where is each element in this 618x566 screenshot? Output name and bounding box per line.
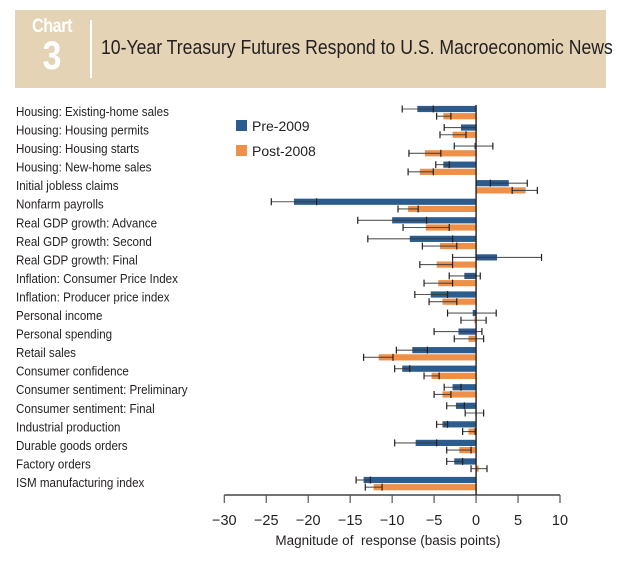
x-tick-label: −10	[380, 513, 405, 529]
category-label: Factory orders	[16, 457, 91, 472]
x-tick-label: −30	[212, 513, 237, 529]
bar-post-2008	[419, 168, 477, 175]
x-tick-label: 5	[514, 513, 522, 529]
category-label: Housing: New-home sales	[16, 160, 151, 175]
bar-pre-2009	[443, 161, 477, 168]
bar-post-2008	[443, 113, 477, 120]
bar-post-2008	[438, 280, 477, 287]
error-bars	[270, 105, 543, 491]
bar-post-2008	[425, 224, 477, 231]
bar-post-2008	[442, 298, 477, 305]
bar-pre-2009	[392, 217, 477, 224]
bar-pre-2009	[415, 439, 477, 446]
bar-post-2008	[378, 354, 477, 361]
category-label: Inflation: Producer price index	[16, 290, 170, 305]
x-axis-title: Magnitude of response (basis points)	[275, 533, 500, 548]
bar-post-2008	[373, 484, 477, 491]
category-label: Real GDP growth: Advance	[16, 216, 157, 231]
bar-post-2008	[476, 187, 526, 194]
bar-pre-2009	[412, 347, 477, 354]
chart-number: 3	[42, 34, 62, 78]
bar-pre-2009	[402, 365, 477, 372]
chart-title: 10-Year Treasury Futures Respond to U.S.…	[101, 36, 613, 59]
x-tick-label: −5	[426, 513, 443, 529]
bar-pre-2009	[293, 198, 477, 205]
bar-pre-2009	[417, 105, 477, 113]
bar-pre-2009	[454, 458, 477, 465]
x-tick-label: −15	[338, 513, 363, 529]
category-label: Real GDP growth: Final	[16, 253, 138, 268]
bar-pre-2009	[452, 384, 477, 391]
bar-post-2008	[424, 150, 477, 157]
bar-pre-2009	[442, 421, 477, 428]
category-label: Housing: Existing-home sales	[16, 104, 169, 119]
x-tick-label: 10	[552, 513, 568, 529]
x-tick-label: 0	[472, 513, 480, 529]
category-label: Consumer confidence	[16, 364, 129, 379]
bar-post-2008	[408, 205, 477, 213]
category-labels: Housing: Existing-home sales Housing: Hou…	[16, 104, 188, 490]
chart-label: Chart	[31, 16, 73, 37]
category-label: Real GDP growth: Second	[16, 234, 152, 249]
legend-label-pre-2009: Pre-2009	[252, 118, 310, 134]
bar-pre-2009	[455, 402, 477, 409]
category-label: Personal income	[16, 308, 103, 323]
bar-pre-2009	[430, 291, 477, 298]
category-label: Inflation: Consumer Price Index	[16, 271, 179, 286]
legend-swatch-post-2008	[236, 145, 247, 156]
category-label: Consumer sentiment: Final	[16, 401, 155, 416]
bar-post-2008	[431, 372, 477, 379]
category-label: Housing: Housing starts	[16, 141, 139, 156]
bar-post-2008	[442, 391, 477, 398]
x-tick-label: −20	[296, 513, 321, 529]
chart-header: Chart 3 10-Year Treasury Futures Respond…	[15, 10, 613, 88]
x-axis: −30 −25 −20 −15 −10 −5 0 5 10 Magnitude of respon…	[212, 105, 568, 548]
category-label: Industrial production	[16, 420, 121, 435]
category-label: Consumer sentiment: Preliminary	[16, 383, 188, 398]
bars	[293, 105, 526, 491]
category-label: Durable goods orders	[16, 438, 128, 453]
category-label: ISM manufacturing index	[16, 475, 145, 490]
legend-label-post-2008: Post-2008	[252, 143, 316, 159]
category-label: Retail sales	[16, 345, 76, 360]
header-divider	[90, 20, 92, 78]
legend-swatch-pre-2009	[236, 120, 247, 131]
category-label: Nonfarm payrolls	[16, 197, 104, 212]
category-label: Personal spending	[16, 327, 112, 342]
bar-post-2008	[436, 261, 477, 268]
bar-pre-2009	[363, 476, 477, 484]
bar-post-2008	[439, 242, 477, 250]
x-tick-label: −25	[254, 513, 279, 529]
category-label: Housing: Housing permits	[16, 123, 149, 138]
category-label: Initial jobless claims	[16, 179, 119, 194]
legend: Pre-2009 Post-2008	[236, 118, 316, 159]
